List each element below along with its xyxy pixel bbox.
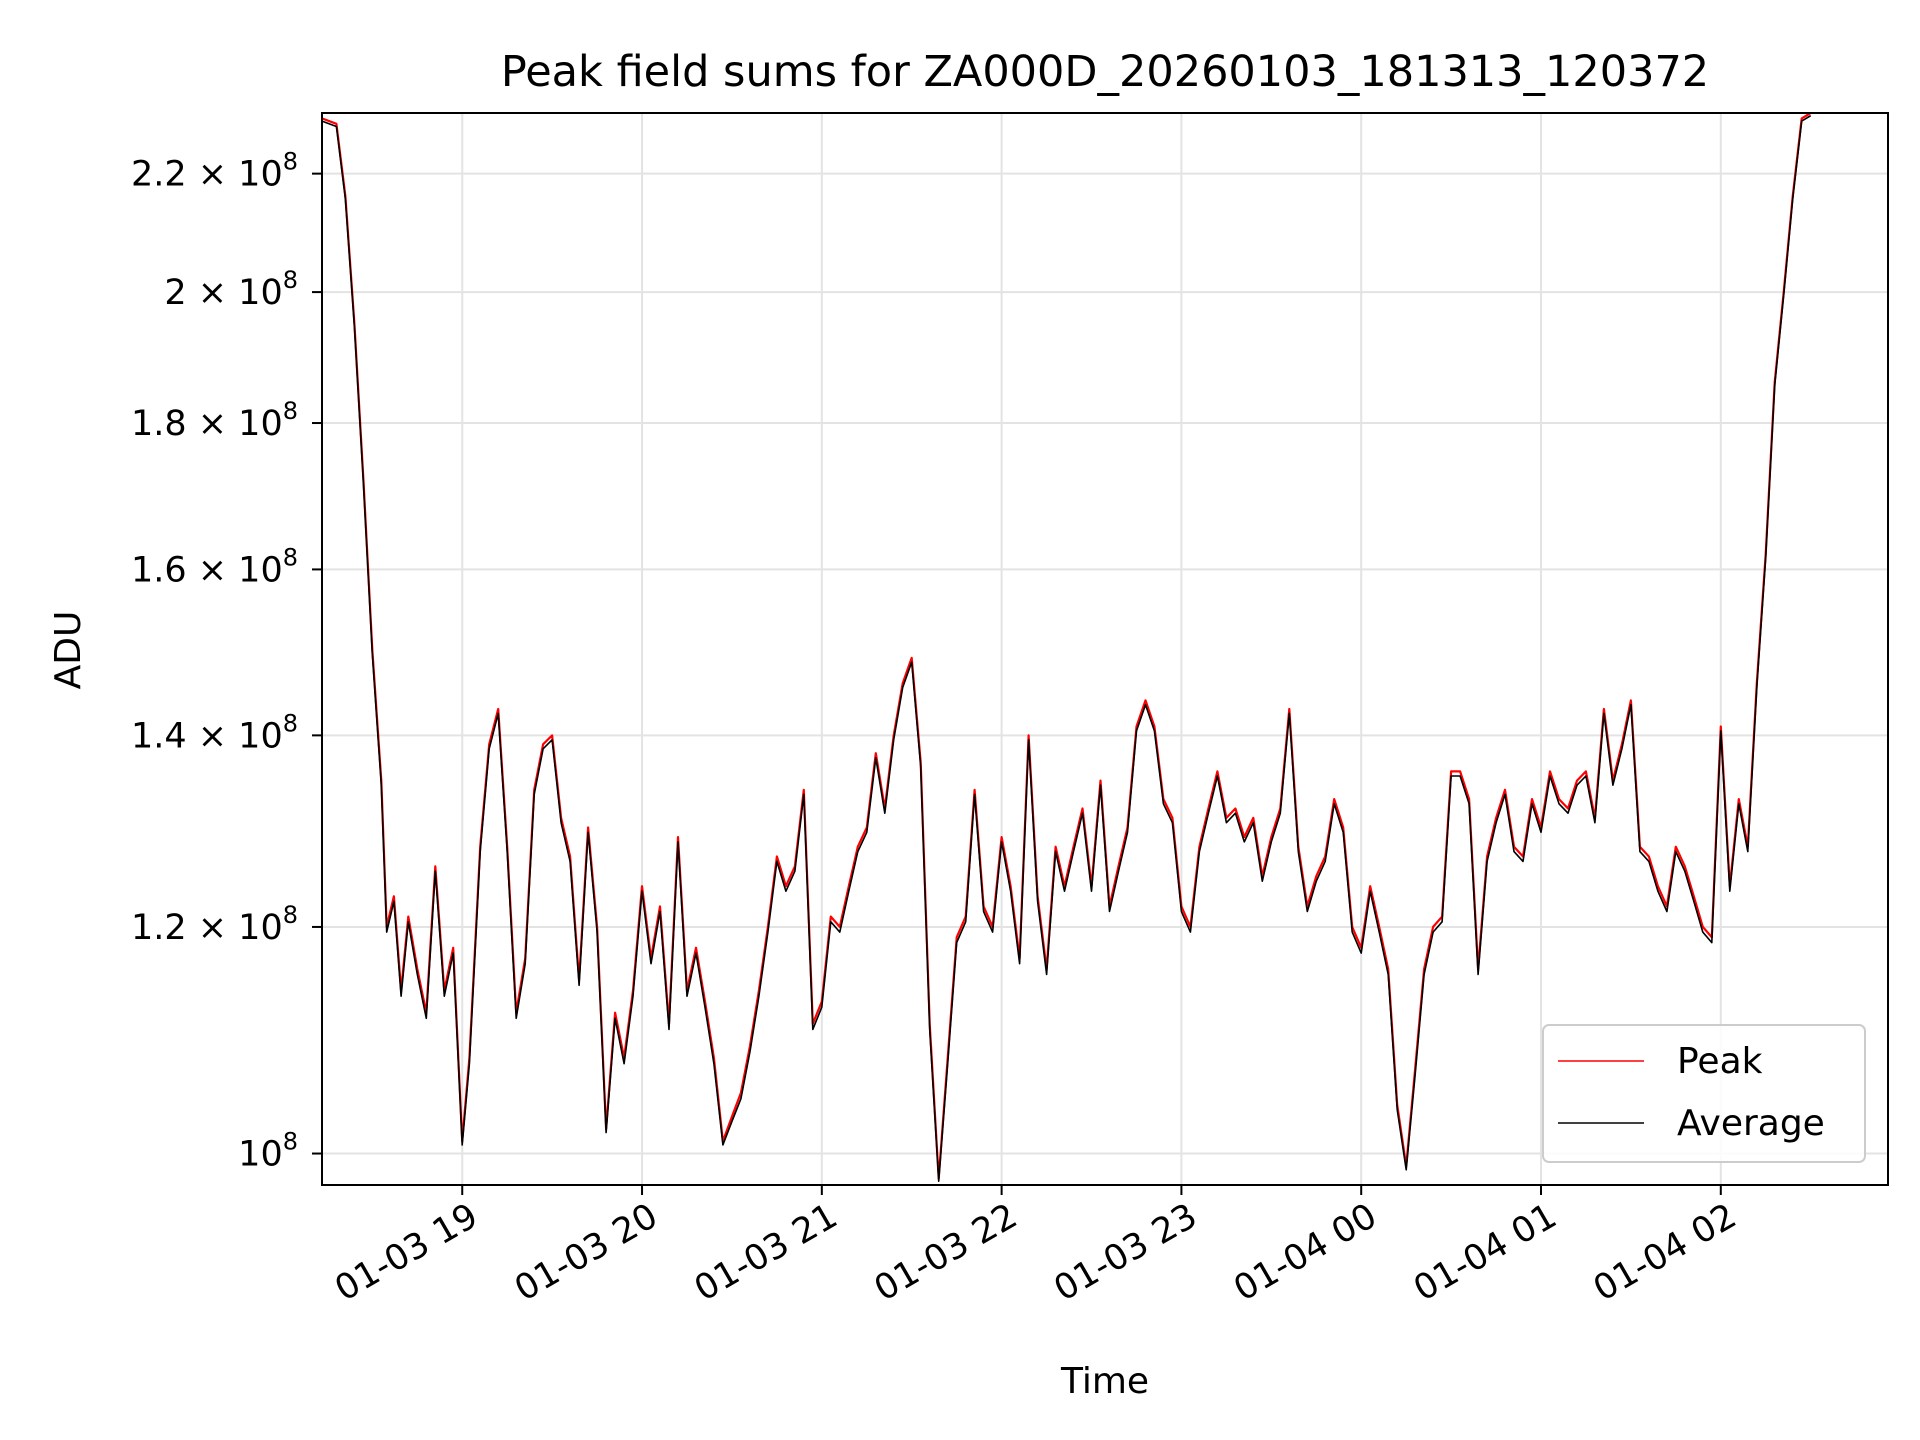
legend: Peak Average	[1542, 1024, 1866, 1163]
x-tick-label: 01-03 22	[868, 1196, 1024, 1309]
x-tick-label: 01-04 01	[1407, 1196, 1563, 1309]
y-tick-label: 1.6 × 108	[131, 543, 298, 590]
x-tick-label: 01-03 20	[508, 1196, 664, 1309]
x-tick-label: 01-03 23	[1048, 1196, 1204, 1309]
y-tick-mantissa: 2 × 10	[164, 273, 282, 313]
legend-label-peak: Peak	[1677, 1041, 1763, 1082]
y-tick-label: 108	[238, 1128, 298, 1175]
x-axis: 01-03 19 01-03 20 01-03 21 01-03 22 01-03 23…	[328, 1185, 1743, 1309]
y-tick-exponent: 8	[283, 1128, 298, 1156]
y-tick-mantissa: 1.6 × 10	[131, 550, 283, 590]
y-tick-label: 1.2 × 108	[131, 901, 298, 948]
plot-frame	[321, 112, 1889, 1186]
x-tick-label: 01-03 21	[688, 1196, 844, 1309]
series-line-average	[321, 115, 1812, 1182]
y-tick-mantissa: 1.8 × 10	[131, 404, 283, 444]
series-line-peak	[321, 112, 1812, 1180]
y-tick-mantissa: 1.4 × 10	[131, 716, 283, 756]
legend-label-average: Average	[1677, 1103, 1825, 1144]
chart-title: Peak field sums for ZA000D_20260103_1813…	[501, 47, 1709, 97]
y-tick-label: 2.2 × 108	[131, 148, 298, 195]
y-tick-exponent: 8	[283, 709, 298, 737]
y-tick-exponent: 8	[283, 901, 298, 929]
legend-box	[1542, 1024, 1866, 1163]
x-axis-label: Time	[1060, 1361, 1149, 1402]
y-tick-label: 1.8 × 108	[131, 397, 298, 444]
x-tick-label: 01-04 02	[1587, 1196, 1743, 1309]
grid	[322, 113, 1888, 1185]
y-tick-exponent: 8	[283, 397, 298, 425]
y-tick-label: 2 × 108	[164, 266, 298, 313]
y-tick-mantissa: 1.2 × 10	[131, 908, 283, 948]
y-axis-label: ADU	[48, 611, 89, 690]
y-tick-label: 1.4 × 108	[131, 709, 298, 756]
y-tick-mantissa: 2.2 × 10	[131, 155, 283, 195]
x-tick-label: 01-04 00	[1227, 1196, 1383, 1309]
y-tick-exponent: 8	[283, 543, 298, 571]
y-tick-exponent: 8	[283, 148, 298, 176]
plot-lines	[321, 112, 1812, 1182]
y-tick-mantissa: 10	[238, 1135, 283, 1175]
x-tick-label: 01-03 19	[328, 1196, 484, 1309]
y-tick-exponent: 8	[283, 266, 298, 294]
